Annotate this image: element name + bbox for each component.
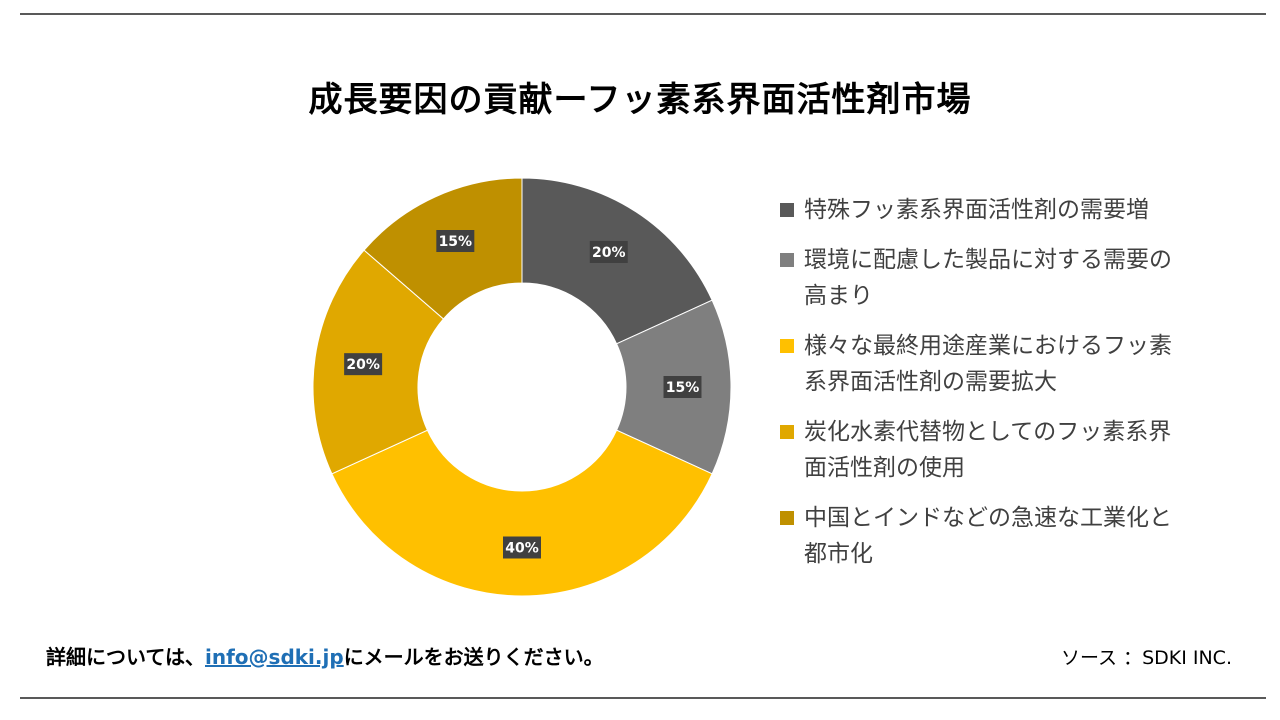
donut-slice-3 <box>331 429 713 597</box>
data-label-box-4 <box>344 353 383 376</box>
data-label-text-5: 15% <box>439 234 473 250</box>
legend-swatch-3 <box>780 339 794 353</box>
data-label-box-3 <box>503 536 541 559</box>
legend-swatch-1 <box>780 203 794 217</box>
chart-legend: 特殊フッ素系界面活性剤の需要増 環境に配慮した製品に対する需要の 高まり 様々な最終用… <box>780 192 1250 586</box>
legend-label-5-line-2: 都市化 <box>804 541 873 567</box>
legend-swatch-2 <box>780 253 794 267</box>
data-label-1: 20% <box>589 240 628 263</box>
data-label-box-1 <box>589 240 628 263</box>
legend-label-3-line-1: 様々な最終用途産業におけるフッ素 <box>804 333 1172 359</box>
legend-label-2-line-2: 高まり <box>804 283 873 309</box>
footer-contact-suffix: にメールをお送りください。 <box>343 645 604 669</box>
data-label-4: 20% <box>344 353 383 376</box>
data-label-text-3: 40% <box>505 541 539 557</box>
legend-label-5-line-1: 中国とインドなどの急速な工業化と <box>804 505 1172 531</box>
legend-label-4-line-2: 面活性剤の使用 <box>804 455 965 481</box>
legend-item-4: 炭化水素代替物としてのフッ素系界 面活性剤の使用 <box>780 414 1250 486</box>
legend-item-2: 環境に配慮した製品に対する需要の 高まり <box>780 242 1250 314</box>
top-divider <box>20 13 1266 15</box>
legend-item-3: 様々な最終用途産業におけるフッ素 系界面活性剤の需要拡大 <box>780 328 1250 400</box>
chart-title: 成長要因の貢献ーフッ素系界面活性剤市場 <box>308 80 972 120</box>
legend-label-3-line-2: 系界面活性剤の需要拡大 <box>804 369 1057 395</box>
email-link[interactable]: info@sdki.jp <box>205 645 344 669</box>
data-label-5: 15% <box>436 230 475 253</box>
data-label-3: 40% <box>503 536 541 559</box>
bottom-divider <box>20 697 1266 699</box>
legend-item-5: 中国とインドなどの急速な工業化と 都市化 <box>780 500 1250 572</box>
data-label-2: 15% <box>663 376 702 398</box>
data-label-box-2 <box>663 376 702 398</box>
footer-contact: 詳細については、info@sdki.jpにメールをお送りください。 <box>46 641 604 670</box>
data-label-box-5 <box>436 230 475 253</box>
data-label-text-2: 15% <box>666 380 700 396</box>
legend-label-2-line-1: 環境に配慮した製品に対する需要の <box>804 247 1172 273</box>
legend-item-1: 特殊フッ素系界面活性剤の需要増 <box>780 192 1250 228</box>
legend-swatch-4 <box>780 425 794 439</box>
donut-chart: 20% 15% 40% 20% 15% <box>312 177 732 597</box>
data-label-text-4: 20% <box>346 357 380 373</box>
data-label-text-1: 20% <box>592 245 626 261</box>
footer-contact-prefix: 詳細については、 <box>46 645 205 669</box>
legend-swatch-5 <box>780 511 794 525</box>
legend-label-1-line-1: 特殊フッ素系界面活性剤の需要増 <box>804 197 1149 223</box>
footer-source: ソース ：SDKI INC. <box>1060 647 1232 669</box>
legend-label-4-line-1: 炭化水素代替物としてのフッ素系界 <box>804 419 1172 445</box>
